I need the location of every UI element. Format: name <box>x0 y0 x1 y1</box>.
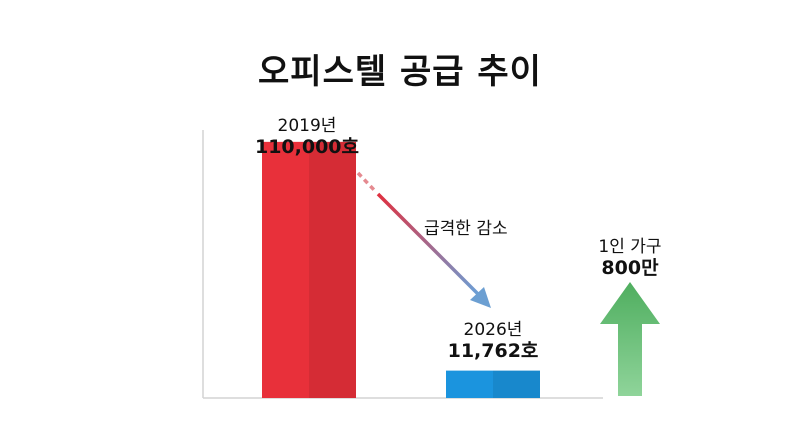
trend-arrow-line <box>376 192 480 296</box>
bar-category-label: 2026년 <box>463 320 523 340</box>
trend-annotation: 급격한 감소 <box>424 219 508 239</box>
side-indicator-value: 800만 <box>601 257 659 279</box>
bar-label-2019: 2019년 110,000호 <box>232 116 382 158</box>
up-arrow-icon <box>600 282 660 396</box>
bar-shade-0 <box>309 141 356 398</box>
side-indicator-label-group: 1인 가구 800만 <box>570 237 690 279</box>
bar-value-label: 11,762호 <box>447 340 539 362</box>
trend-arrow-dashed-start <box>356 171 378 194</box>
bar-0 <box>262 141 356 398</box>
side-indicator-label: 1인 가구 <box>598 237 662 257</box>
bar-category-label: 2019년 <box>277 116 337 136</box>
bar-1 <box>446 370 540 398</box>
chart-title: 오피스텔 공급 추이 <box>258 52 542 92</box>
bar-shade-1 <box>493 370 540 398</box>
bar-value-label: 110,000호 <box>254 136 360 158</box>
bar-label-2026: 2026년 11,762호 <box>418 320 568 362</box>
trend-arrow-head <box>470 287 491 308</box>
